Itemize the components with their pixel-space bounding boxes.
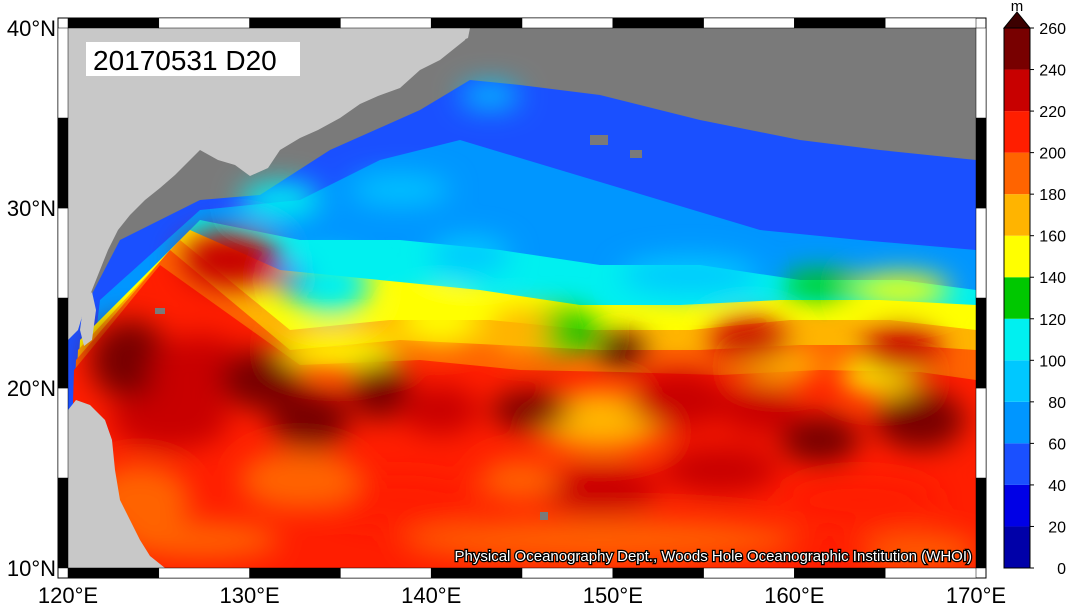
- frame-segment-top: [340, 17, 432, 29]
- frame-segment-top: [67, 17, 160, 29]
- frame-segment-bottom: [794, 567, 886, 579]
- title-box: [86, 42, 300, 76]
- map-border-frame: [57, 17, 987, 579]
- colorbar-tick-label: 80: [1048, 395, 1066, 412]
- colorbar-tick-label: 140: [1039, 270, 1066, 287]
- frame-segment-left: [57, 207, 69, 299]
- colorbar-tick-label: 260: [1039, 21, 1066, 38]
- frame-segment-bottom: [249, 567, 341, 579]
- frame-segment-right: [975, 477, 987, 569]
- frame-segment-bottom: [521, 567, 614, 579]
- missing-data-patches: [155, 135, 642, 520]
- frame-segment-left: [57, 27, 69, 119]
- frame-segment-bottom: [430, 567, 523, 579]
- frame-segment-bottom: [703, 567, 795, 579]
- colorbar-swatch: [1004, 152, 1030, 195]
- frame-segment-right: [975, 117, 987, 209]
- colorbar-swatch: [1004, 318, 1030, 361]
- colorbar-outline: [1003, 27, 1031, 569]
- frame-segment-left: [57, 117, 69, 209]
- colorbar-swatch: [1004, 443, 1030, 485]
- longitude-tick-label: 120°E: [38, 583, 98, 606]
- colorbar-swatch: [1004, 401, 1030, 444]
- longitude-tick-label: 130°E: [220, 583, 280, 606]
- colorbar-tick-label: 20: [1048, 519, 1066, 536]
- colorbar-swatch: [1004, 484, 1030, 527]
- longitude-tick-label: 150°E: [583, 583, 643, 606]
- map-title: 20170531 D20: [93, 45, 277, 76]
- frame-segment-top: [884, 17, 977, 29]
- latitude-tick-label: 10°N: [7, 556, 56, 581]
- frame-segment-bottom: [158, 567, 250, 579]
- frame-segment-left: [57, 297, 69, 389]
- colorbar-swatch: [1004, 194, 1030, 236]
- longitude-tick-label: 170°E: [946, 583, 1006, 606]
- colorbar-tick-label: 200: [1039, 146, 1066, 163]
- longitude-tick-label: 140°E: [401, 583, 461, 606]
- colorbar-swatch: [1004, 111, 1030, 153]
- colorbar-tick-label: 100: [1039, 353, 1066, 370]
- frame-segment-bottom: [340, 567, 432, 579]
- frame-segment-top: [612, 17, 704, 29]
- colorbar-swatch: [1004, 28, 1030, 70]
- longitude-tick-labels: 120°E 130°E 140°E 150°E 160°E 170°E: [38, 583, 1006, 608]
- longitude-tick-label: 160°E: [764, 583, 824, 606]
- land-masses: [68, 28, 470, 568]
- frame-segment-right: [975, 387, 987, 479]
- frame-segment-bottom: [67, 567, 160, 579]
- colorbar-swatch: [1004, 526, 1030, 568]
- frame-segment-bottom: [612, 567, 704, 579]
- latitude-tick-label: 40°N: [7, 16, 56, 41]
- colorbar-tick-label: 220: [1039, 104, 1066, 121]
- colorbar-tick-label: 40: [1048, 478, 1066, 495]
- colorbar: 0 20 40 60 80 100 120 140 160 180 200 220 240 260: [1002, 11, 1066, 578]
- colorbar-tick-label: 60: [1048, 436, 1066, 453]
- colorbar-tick-label: 0: [1057, 561, 1066, 578]
- frame-segment-left: [57, 477, 69, 569]
- colorbar-swatch: [1004, 69, 1030, 112]
- colorbar-tick-label: 160: [1039, 229, 1066, 246]
- colorbar-unit-label: m: [1011, 0, 1024, 15]
- latitude-tick-label: 30°N: [7, 196, 56, 221]
- frame-segment-right: [975, 27, 987, 119]
- frame-segment-top: [794, 17, 886, 29]
- frame-segment-top: [249, 17, 341, 29]
- frame-segment-right: [975, 207, 987, 299]
- frame-segment-top: [158, 17, 250, 29]
- frame-segment-left: [57, 387, 69, 479]
- frame-segment-right: [975, 297, 987, 389]
- map-field: [68, 28, 976, 568]
- credit-text: Physical Oceanography Dept., Woods Hole …: [455, 548, 972, 565]
- latitude-tick-labels: 10°N 20°N 30°N 40°N: [7, 16, 56, 581]
- frame-segment-top: [703, 17, 795, 29]
- colorbar-tick-label: 120: [1039, 312, 1066, 329]
- eddy-field: [90, 84, 976, 566]
- latitude-tick-label: 20°N: [7, 376, 56, 401]
- colorbar-swatch: [1004, 277, 1030, 319]
- frame-segment-top: [430, 17, 523, 29]
- colorbar-swatch: [1004, 235, 1030, 278]
- colorbar-tick-label: 180: [1039, 187, 1066, 204]
- frame-segment-bottom: [884, 567, 977, 579]
- frame-segment-top: [521, 17, 614, 29]
- colorbar-tick-label: 240: [1039, 63, 1066, 80]
- colorbar-swatch: [1004, 360, 1030, 402]
